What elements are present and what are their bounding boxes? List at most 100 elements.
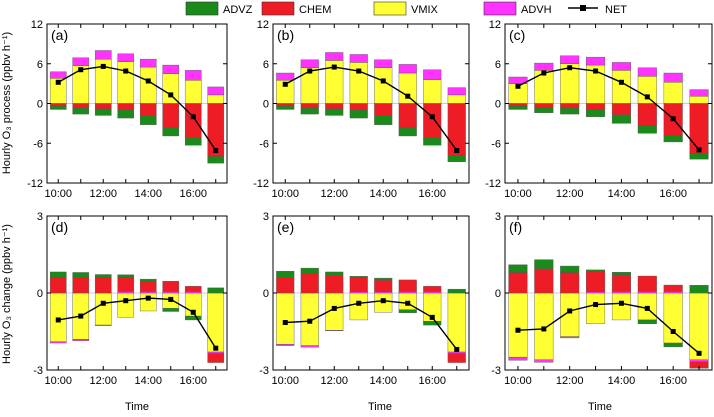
net-point-1400 <box>145 78 151 84</box>
x-tick-label: 14:00 <box>369 375 397 387</box>
bar-advz-1500 <box>398 127 417 137</box>
panel-tag: (e) <box>277 219 294 235</box>
net-point-1400 <box>145 295 151 301</box>
bar-chem-1400 <box>611 274 631 292</box>
y-tick-label: 6 <box>495 59 501 71</box>
bar-advh-1500 <box>398 291 417 294</box>
legend-label-net: NET <box>605 4 627 16</box>
bar-chem-1200 <box>560 103 580 109</box>
bar-advh-1400 <box>139 58 157 68</box>
y-tick-label: -6 <box>33 138 43 150</box>
x-tick-label: 12:00 <box>320 188 348 200</box>
net-point-1500 <box>644 305 650 311</box>
y-axis-label-bottom: Hourly O₃ change (ppbv h⁻¹) <box>1 224 13 364</box>
bar-advh-1000 <box>276 72 295 81</box>
bar-vmix-1000 <box>276 292 295 345</box>
x-tick-label: 12:00 <box>320 375 348 387</box>
bar-advh-1600 <box>663 72 683 83</box>
net-point-1600 <box>429 114 435 120</box>
bar-chem-1100 <box>72 103 90 109</box>
bar-advz-1100 <box>300 107 319 115</box>
bar-advz-1400 <box>374 277 393 281</box>
bar-advz-1700 <box>689 285 709 294</box>
bar-advh-1300 <box>117 291 135 294</box>
bar-advh-1000 <box>49 341 67 344</box>
bar-advz-1700 <box>689 152 709 160</box>
net-point-1000 <box>282 81 288 87</box>
y-tick-label: 3 <box>263 211 269 223</box>
bar-advz-1700 <box>207 156 225 164</box>
bar-advh-1300 <box>117 53 135 62</box>
y-tick-label: 0 <box>263 99 269 111</box>
net-point-1100 <box>307 318 313 324</box>
net-point-1600 <box>190 114 196 120</box>
legend-swatch-vmix <box>373 1 407 16</box>
x-tick-label: 10:00 <box>504 188 532 200</box>
bar-vmix-1700 <box>447 94 466 104</box>
bar-vmix-1500 <box>162 73 180 104</box>
net-point-1300 <box>593 68 599 74</box>
bar-advz-1200 <box>325 108 344 116</box>
bar-chem-1700 <box>207 353 225 363</box>
net-point-1100 <box>307 68 313 74</box>
bar-vmix-1700 <box>207 292 225 353</box>
net-point-1600 <box>670 116 676 122</box>
net-point-1200 <box>331 305 337 311</box>
bar-chem-1100 <box>72 277 90 294</box>
bar-chem-1000 <box>49 103 67 107</box>
bar-chem-1300 <box>349 277 368 292</box>
x-tick-label: 14:00 <box>134 188 162 200</box>
net-point-1200 <box>567 65 573 71</box>
bar-advh-1100 <box>534 62 554 71</box>
bar-advz-1600 <box>663 342 683 348</box>
net-point-1100 <box>78 67 84 73</box>
panel-tag: (b) <box>277 27 294 43</box>
bar-advh-1400 <box>611 62 631 71</box>
bar-advh-1600 <box>423 291 442 294</box>
bar-advh-1100 <box>300 59 319 68</box>
panel-c: (c) -12 -6 0 6 12 10:00 12:00 14:00 16:00 <box>485 19 713 200</box>
bar-vmix-1000 <box>49 292 67 342</box>
net-point-1000 <box>55 79 61 85</box>
bar-advz-1200 <box>560 107 580 115</box>
net-point-1500 <box>644 94 650 100</box>
bar-advh-1000 <box>49 71 67 79</box>
net-point-1700 <box>454 148 460 154</box>
net-point-1200 <box>100 300 106 306</box>
bar-chem-1500 <box>398 279 417 292</box>
bar-advz-1700 <box>447 288 466 294</box>
x-tick-label: 10:00 <box>271 375 299 387</box>
x-tick-label: 16:00 <box>179 375 207 387</box>
bar-advz-1000 <box>276 270 295 278</box>
net-point-1500 <box>168 92 174 98</box>
bar-advh-1400 <box>374 59 393 68</box>
net-point-1100 <box>78 313 84 319</box>
bar-chem-1000 <box>508 272 528 294</box>
y-tick-label: 3 <box>495 211 501 223</box>
bar-vmix-1700 <box>207 94 225 104</box>
bar-advz-1500 <box>637 319 657 325</box>
bar-advz-1300 <box>117 109 135 119</box>
net-point-1500 <box>405 300 411 306</box>
panel-tag: (d) <box>51 219 68 235</box>
bar-chem-1400 <box>139 280 157 292</box>
net-point-1700 <box>696 147 702 153</box>
net-point-1300 <box>593 302 599 308</box>
bar-advz-1000 <box>508 264 528 273</box>
bar-advh-1200 <box>94 324 112 326</box>
bar-vmix-1600 <box>184 80 202 104</box>
x-tick-label: 12:00 <box>556 375 584 387</box>
x-axis-label-a: Time <box>125 401 149 413</box>
bar-advh-1600 <box>184 291 202 294</box>
net-line <box>517 302 700 354</box>
bar-advz-1600 <box>184 315 202 321</box>
bar-advh-1500 <box>162 291 180 294</box>
bar-advz-1400 <box>139 278 157 282</box>
bar-chem-1600 <box>663 284 683 292</box>
bar-advz-1300 <box>349 109 368 119</box>
bar-chem-1200 <box>560 272 580 294</box>
bar-advh-1000 <box>508 356 528 361</box>
x-tick-label: 12:00 <box>556 188 584 200</box>
x-tick-label: 16:00 <box>179 188 207 200</box>
